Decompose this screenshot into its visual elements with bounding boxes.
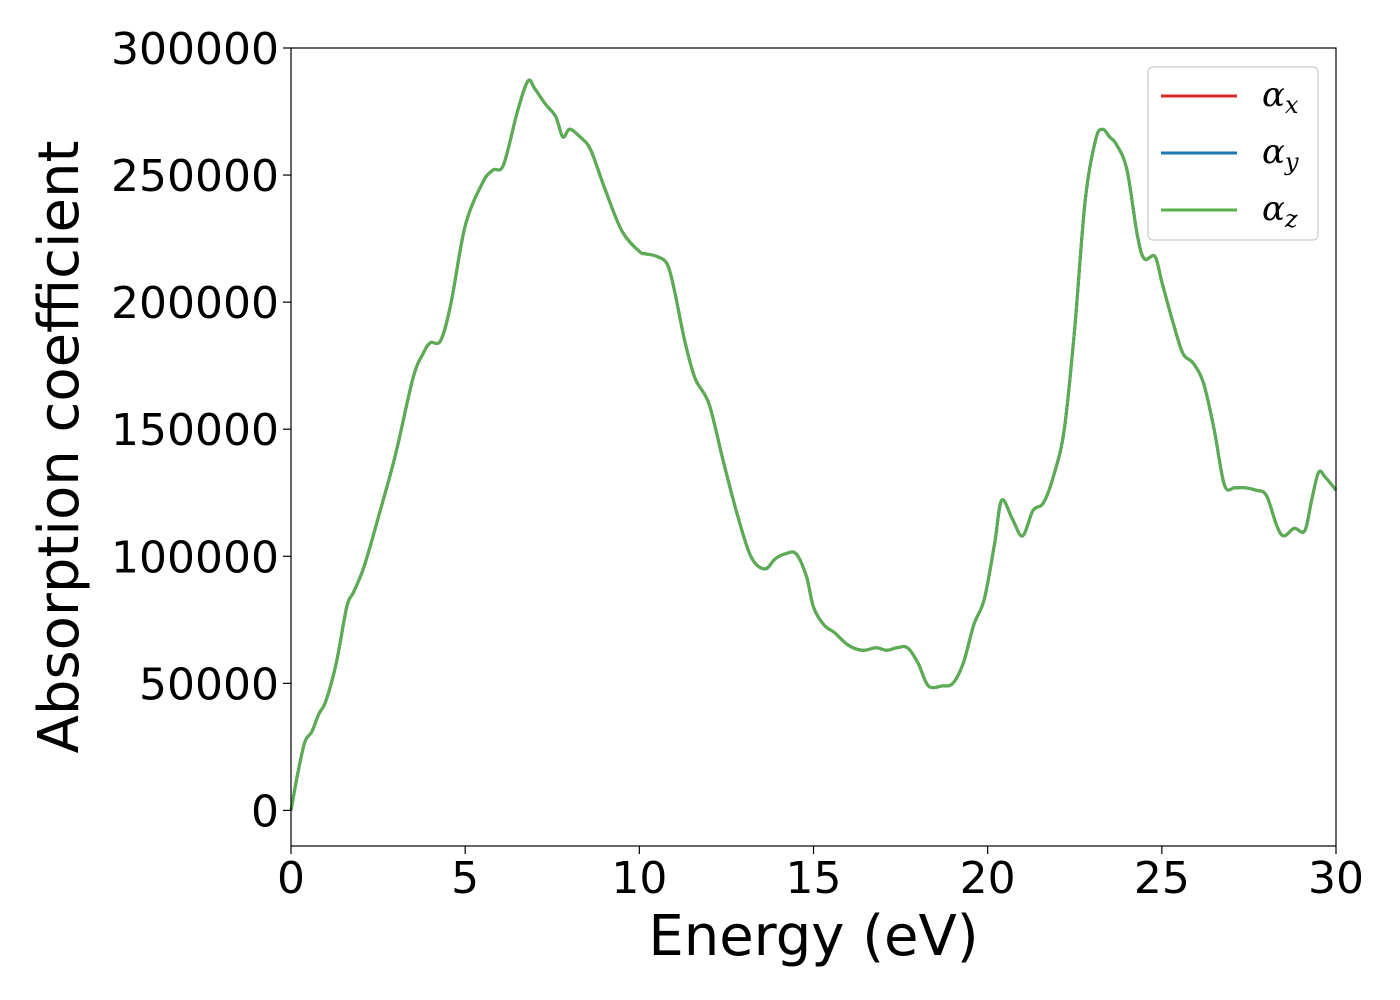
x-tick-label: 20: [960, 853, 1016, 904]
x-tick-label: 25: [1134, 853, 1190, 904]
y-axis: 0 50000 100000 150000 200000 250000 300000: [111, 24, 291, 837]
series-line-z: [289, 78, 1338, 811]
x-tick-label: 5: [451, 853, 479, 904]
x-axis-title: Energy (eV): [648, 904, 978, 969]
x-tick-label: 0: [277, 853, 305, 904]
x-tick-label: 10: [611, 853, 667, 904]
x-axis: 0 5 10 15 20 25 30: [277, 846, 1364, 904]
y-tick-label: 200000: [111, 278, 279, 329]
legend-label: αz: [1262, 189, 1298, 233]
series-layer: [289, 78, 1338, 811]
y-tick-label: 300000: [111, 24, 279, 75]
y-tick-label: 250000: [111, 151, 279, 202]
y-axis-title: Absorption coefficient: [27, 141, 92, 754]
y-tick-label: 0: [251, 786, 279, 837]
y-tick-label: 100000: [111, 532, 279, 583]
x-tick-label: 15: [786, 853, 842, 904]
x-tick-label: 30: [1308, 853, 1364, 904]
y-tick-label: 50000: [139, 659, 279, 710]
y-tick-label: 150000: [111, 405, 279, 456]
